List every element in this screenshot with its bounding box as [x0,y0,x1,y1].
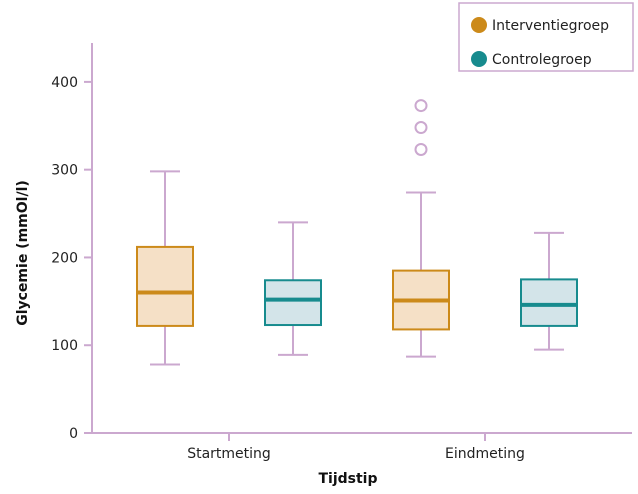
outlier-point [414,121,428,135]
axes: 0 100 200 300 400 Startmeting Eindmeting [51,43,632,462]
legend-label: Controlegroep [492,52,592,68]
box-plot-controlegroep-eindmeting [520,231,578,351]
outlier-point [414,142,428,156]
legend-label: Interventiegroep [492,18,609,34]
iqr-box [136,245,194,327]
y-tick-label: 200 [51,250,78,266]
y-axis-title: Glycemie (mmOl/l) [15,180,31,326]
y-ticks: 0 100 200 300 400 [51,75,92,442]
legend-box [458,2,634,72]
y-tick-label: 100 [51,338,78,354]
y-tick-label: 300 [51,163,78,179]
legend-swatch [471,17,487,33]
box-plot-interventiegroep-eindmeting [392,99,450,358]
iqr-box [520,278,578,327]
x-tick-label: Eindmeting [445,446,525,462]
box-plots [136,99,578,366]
y-tick-label: 0 [69,426,78,442]
box-plot-interventiegroep-startmeting [136,170,194,366]
y-tick-label: 400 [51,75,78,91]
iqr-box [264,279,322,327]
x-axis-title: Tijdstip [318,471,377,487]
x-ticks: Startmeting Eindmeting [187,433,525,462]
outlier-point [414,99,428,113]
legend: Interventiegroep Controlegroep [458,2,634,72]
x-tick-label: Startmeting [187,446,271,462]
legend-swatch [471,51,487,67]
box-plot-controlegroep-startmeting [264,221,322,356]
